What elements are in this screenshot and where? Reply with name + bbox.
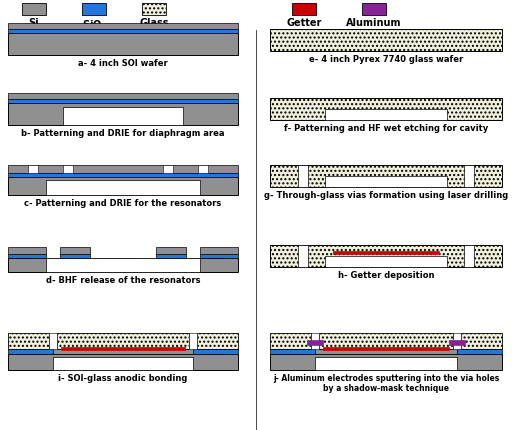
Bar: [325, 177, 447, 187]
Bar: [22, 4, 46, 16]
Bar: [270, 30, 502, 52]
Bar: [333, 252, 439, 255]
Bar: [49, 333, 57, 349]
Bar: [292, 4, 316, 16]
Text: a- 4 inch SOI wafer: a- 4 inch SOI wafer: [78, 59, 168, 68]
Bar: [63, 166, 73, 174]
Bar: [8, 349, 53, 354]
Bar: [8, 354, 238, 370]
Bar: [8, 94, 238, 100]
Bar: [60, 247, 90, 255]
Bar: [200, 247, 238, 255]
Bar: [311, 333, 319, 349]
Text: j- Aluminum electrodes sputtering into the via holes
by a shadow-mask technique: j- Aluminum electrodes sputtering into t…: [273, 373, 499, 393]
Bar: [325, 110, 447, 121]
Bar: [8, 178, 238, 196]
Bar: [8, 174, 238, 178]
Bar: [362, 4, 386, 16]
Bar: [53, 348, 193, 354]
Bar: [319, 333, 453, 349]
Text: c- Patterning and DRIE for the resonators: c- Patterning and DRIE for the resonator…: [25, 199, 222, 208]
Text: e- 4 inch Pyrex 7740 glass wafer: e- 4 inch Pyrex 7740 glass wafer: [309, 55, 463, 64]
Bar: [453, 333, 461, 349]
Bar: [198, 166, 208, 174]
Bar: [449, 340, 465, 345]
Bar: [461, 333, 502, 349]
Text: b- Patterning and DRIE for diaphragm area: b- Patterning and DRIE for diaphragm are…: [22, 129, 225, 138]
Bar: [8, 100, 238, 104]
Bar: [270, 349, 315, 354]
Bar: [156, 247, 186, 255]
Bar: [60, 255, 90, 258]
Text: Getter: Getter: [286, 18, 322, 28]
Bar: [8, 34, 238, 56]
Bar: [53, 357, 193, 370]
Bar: [8, 166, 238, 174]
Bar: [315, 348, 457, 354]
Bar: [156, 255, 186, 258]
Text: Si: Si: [29, 18, 39, 28]
Bar: [270, 333, 311, 349]
Bar: [63, 108, 183, 126]
Text: SiO$_2$: SiO$_2$: [82, 18, 106, 32]
Text: f- Patterning and HF wet etching for cavity: f- Patterning and HF wet etching for cav…: [284, 124, 488, 133]
Text: Glass: Glass: [139, 18, 169, 28]
Bar: [315, 357, 457, 370]
Text: Aluminum: Aluminum: [346, 18, 402, 28]
Bar: [189, 333, 197, 349]
Bar: [457, 349, 502, 354]
Bar: [193, 349, 238, 354]
Bar: [270, 166, 502, 187]
Bar: [46, 258, 200, 272]
Bar: [8, 255, 46, 258]
Bar: [197, 333, 238, 349]
Bar: [323, 347, 449, 350]
Bar: [8, 24, 238, 30]
Bar: [46, 181, 200, 196]
Bar: [270, 354, 502, 370]
Bar: [163, 166, 173, 174]
Bar: [82, 4, 106, 16]
Bar: [298, 246, 308, 267]
Bar: [8, 258, 238, 272]
Bar: [270, 246, 502, 267]
Bar: [8, 104, 238, 126]
Bar: [142, 4, 166, 16]
Bar: [307, 340, 323, 345]
Bar: [8, 247, 46, 255]
Bar: [57, 333, 189, 349]
Bar: [61, 347, 185, 350]
Bar: [28, 166, 38, 174]
Bar: [464, 166, 474, 187]
Bar: [325, 256, 447, 267]
Bar: [8, 30, 238, 34]
Bar: [298, 166, 308, 187]
Bar: [8, 333, 49, 349]
Text: h- Getter deposition: h- Getter deposition: [338, 270, 434, 280]
Text: d- BHF release of the resonators: d- BHF release of the resonators: [46, 275, 200, 284]
Bar: [270, 99, 502, 121]
Text: g- Through-glass vias formation using laser drilling: g- Through-glass vias formation using la…: [264, 190, 508, 200]
Bar: [200, 255, 238, 258]
Text: i- SOI-glass anodic bonding: i- SOI-glass anodic bonding: [58, 373, 188, 382]
Bar: [464, 246, 474, 267]
